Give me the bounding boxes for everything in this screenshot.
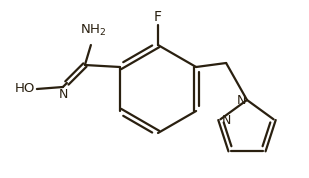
Text: F: F: [154, 10, 162, 24]
Text: N: N: [236, 95, 246, 108]
Text: N: N: [59, 88, 69, 101]
Text: N: N: [222, 114, 231, 127]
Text: NH$_2$: NH$_2$: [80, 22, 106, 38]
Text: HO: HO: [15, 82, 35, 96]
